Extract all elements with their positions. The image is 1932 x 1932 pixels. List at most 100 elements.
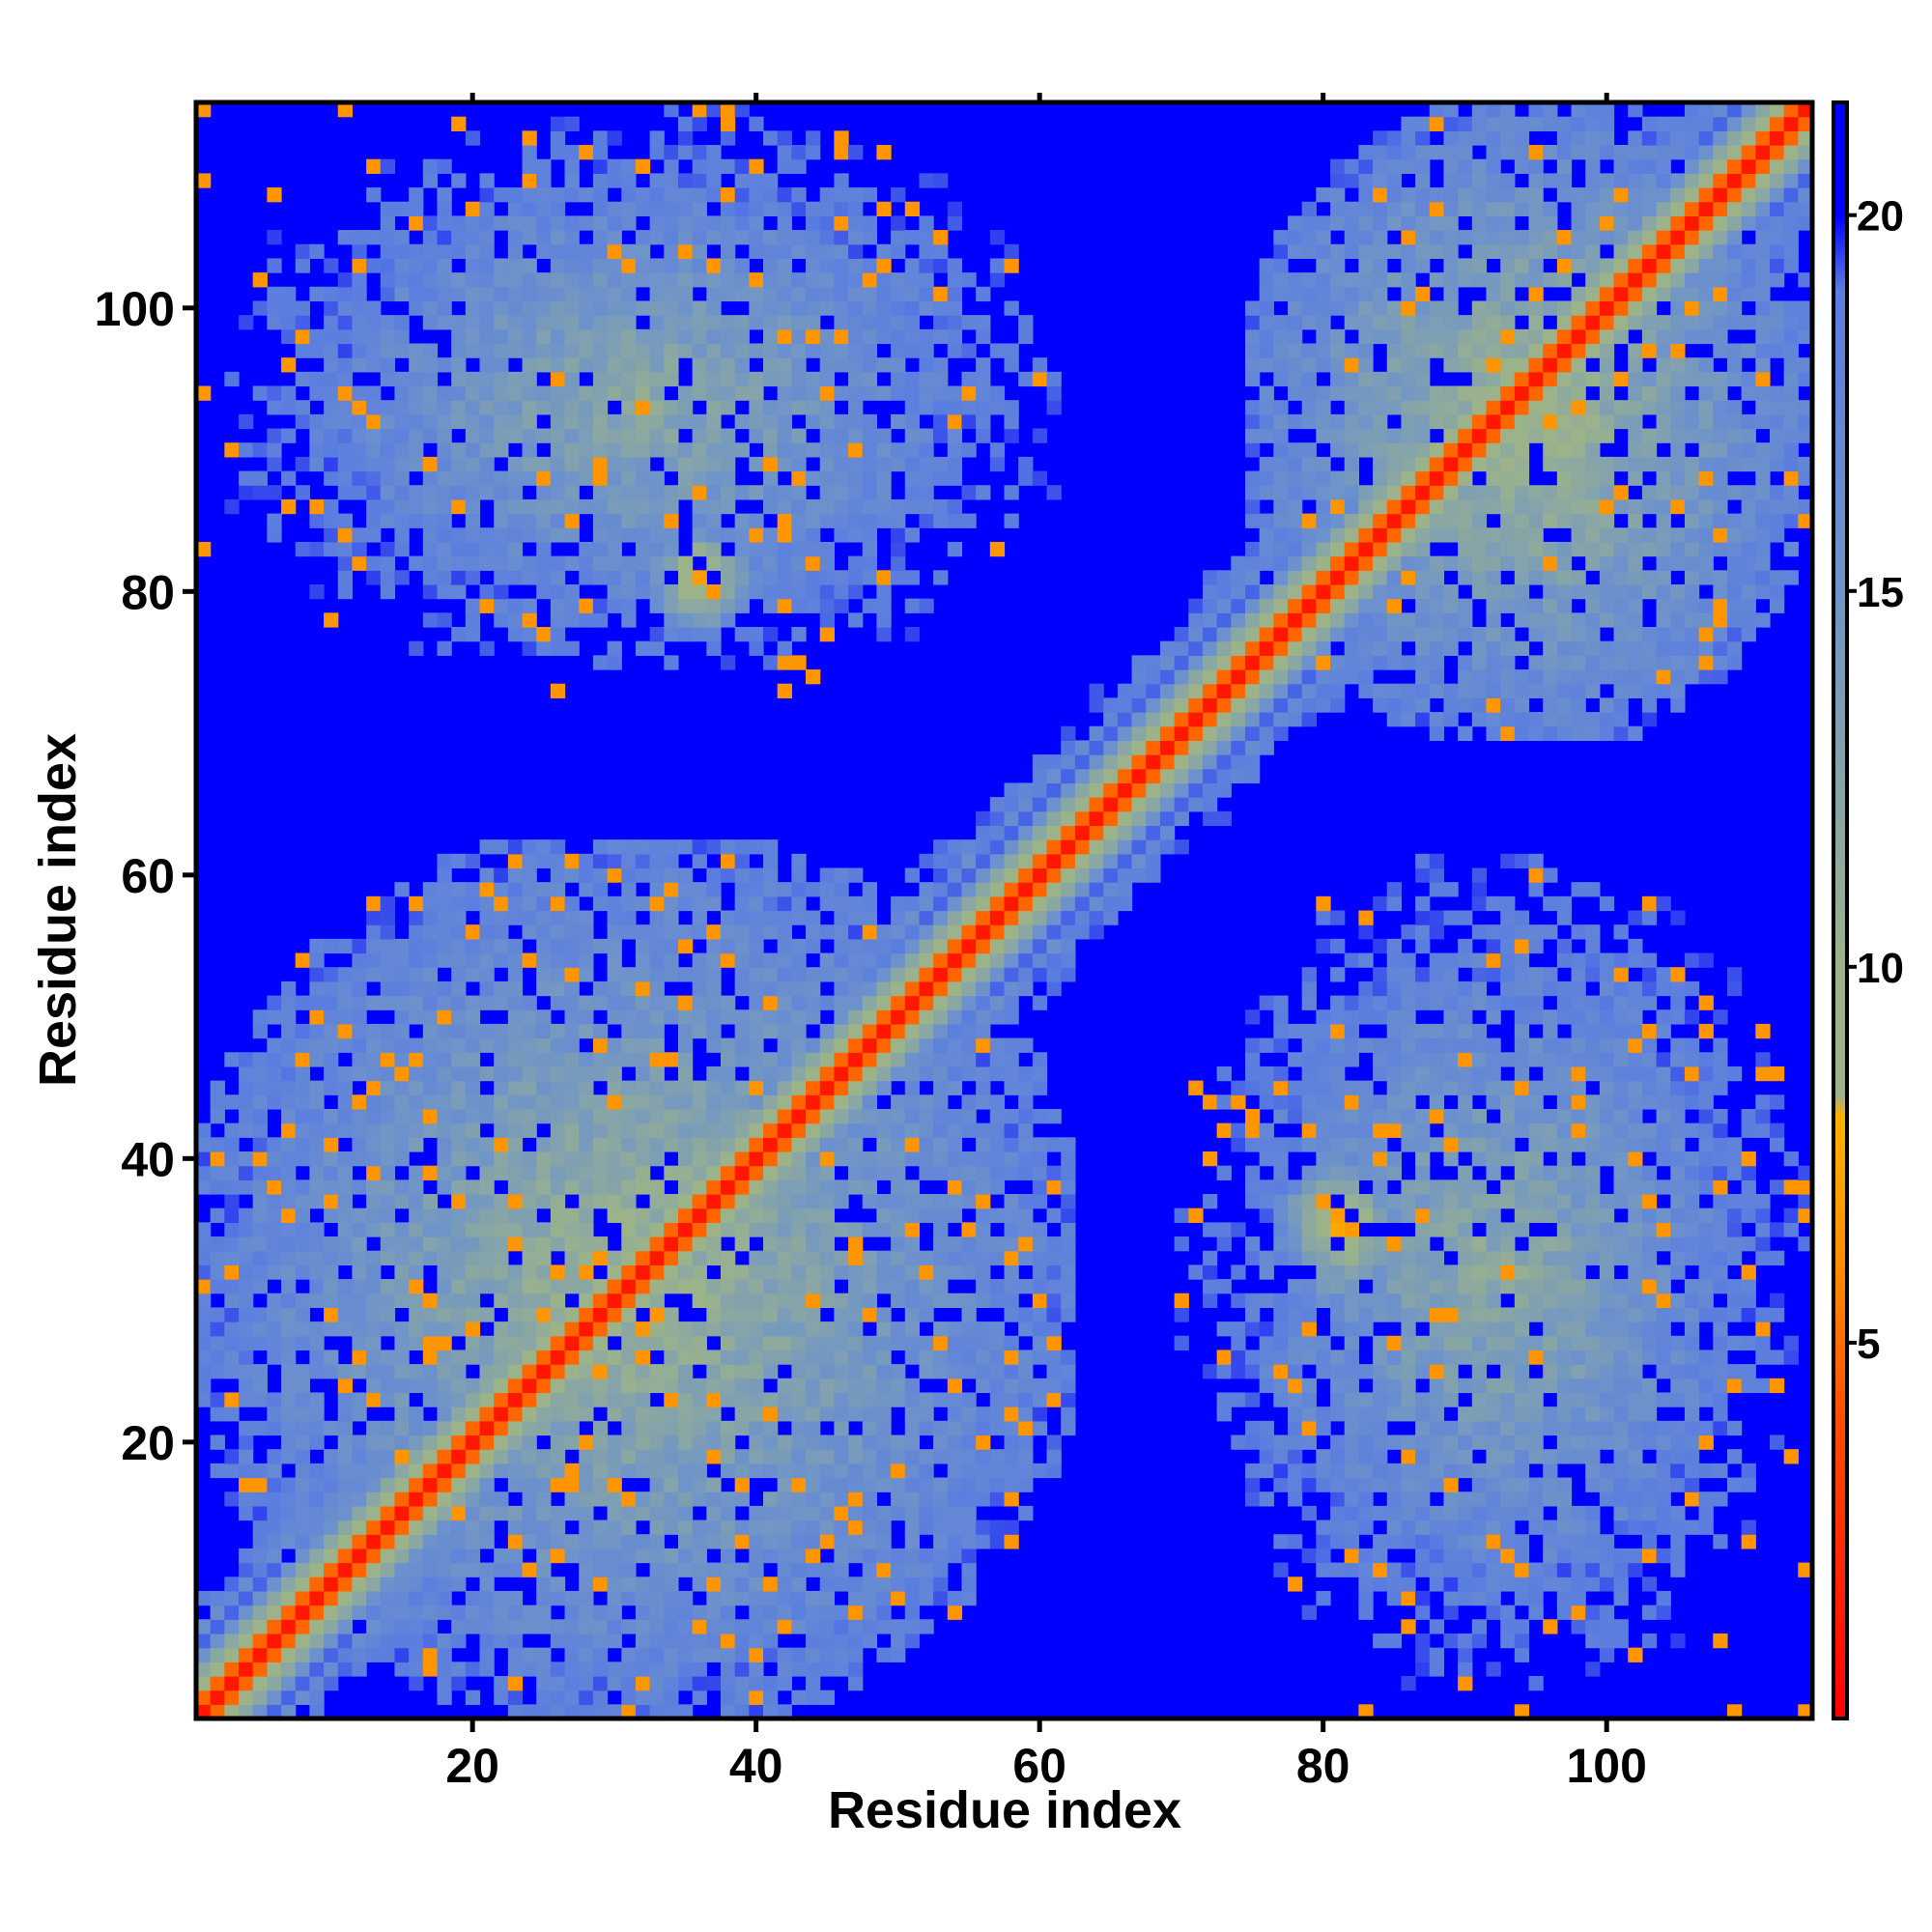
heatmap-cell [1089,882,1104,897]
heatmap-cell [522,1704,537,1719]
heatmap-cell [494,1463,509,1479]
heatmap-cell [706,230,722,245]
heatmap-cell [876,598,892,613]
heatmap-cell [664,1321,679,1337]
heatmap-cell [607,1122,622,1138]
heatmap-cell [479,555,495,571]
heatmap-cell [819,1350,835,1365]
heatmap-cell [734,1520,750,1535]
heatmap-cell [891,1321,906,1337]
heatmap-cell [806,1364,821,1379]
heatmap-cell [692,1279,707,1294]
heatmap-cell [677,938,694,954]
heatmap-cell [706,1675,722,1691]
heatmap-cell [649,470,665,486]
heatmap-cell [621,371,637,387]
heatmap-cell [1018,882,1034,897]
heatmap-cell [607,598,622,613]
heatmap-cell [621,1264,637,1280]
heatmap-cell [862,1477,878,1492]
heatmap-cell [252,1009,268,1025]
heatmap-cell [607,1165,622,1180]
heatmap-cell [437,513,452,528]
heatmap-cell [337,400,354,415]
heatmap-cell [777,357,792,373]
heatmap-cell [437,286,452,302]
heatmap-cell [522,1378,537,1394]
heatmap-cell [281,1378,297,1394]
heatmap-cell [819,1250,835,1265]
heatmap-cell [252,1165,268,1180]
heatmap-cell [806,258,821,273]
heatmap-cell [451,315,467,330]
heatmap-cell [607,1605,622,1620]
heatmap-cell [1032,853,1048,869]
heatmap-cell [366,456,382,472]
heatmap-cell [848,413,864,430]
heatmap-cell [522,456,537,472]
heatmap-cell [1288,1080,1303,1095]
heatmap-cell [692,385,707,401]
heatmap-cell [366,967,382,982]
heatmap-cell [281,1165,297,1180]
heatmap-cell [720,243,736,260]
heatmap-cell [819,612,835,628]
heatmap-cell [862,1577,878,1592]
heatmap-cell [309,1562,325,1577]
heatmap-cell [564,1307,580,1322]
heatmap-cell [1288,1577,1303,1592]
heatmap-cell [465,1279,481,1294]
heatmap-cell [1273,343,1289,358]
heatmap-cell [479,583,495,600]
heatmap-cell [791,995,807,1010]
heatmap-cell [791,400,807,415]
heatmap-cell [819,1137,835,1152]
heatmap-cell [664,300,679,316]
heatmap-cell [550,1065,566,1082]
heatmap-cell [933,1122,949,1138]
heatmap-cell [621,1704,637,1719]
heatmap-cell [579,598,594,613]
heatmap-cell [1288,1350,1303,1365]
heatmap-cell [224,1690,240,1705]
heatmap-cell [664,272,679,288]
heatmap-cell [1131,754,1147,770]
heatmap-cell [1004,995,1019,1010]
heatmap-cell [777,1023,792,1039]
heatmap-cell [876,1647,892,1662]
heatmap-cell [579,1122,594,1138]
heatmap-cell [635,357,651,373]
heatmap-cell [806,371,821,387]
heatmap-cell [1301,712,1317,727]
heatmap-cell [1202,810,1218,827]
heatmap-cell [592,853,609,869]
heatmap-cell [664,187,679,203]
heatmap-cell [281,1647,297,1662]
heatmap-cell [1089,768,1104,784]
heatmap-cell [465,371,481,387]
heatmap-cell [522,1165,537,1180]
heatmap-cell [607,1378,622,1394]
heatmap-cell [267,1307,282,1322]
heatmap-cell [522,1364,537,1379]
heatmap-cell [479,1279,495,1294]
heatmap-cell [677,1548,694,1564]
heatmap-cell [592,1307,609,1322]
heatmap-cell [1004,797,1019,812]
heatmap-cell [720,1335,736,1351]
heatmap-cell [621,1463,637,1479]
heatmap-cell [706,1477,722,1492]
heatmap-cell [465,428,481,443]
heatmap-cell [394,1392,410,1407]
heatmap-cell [337,1435,354,1450]
heatmap-cell [664,428,679,443]
heatmap-cell [522,328,537,345]
heatmap-cell [579,1619,594,1634]
heatmap-cell [621,1108,637,1124]
heatmap-cell [1089,725,1104,741]
heatmap-cell [1061,924,1076,940]
heatmap-cell [677,258,694,273]
heatmap-cell [451,328,467,345]
heatmap-cell [295,1151,311,1167]
heatmap-cell [210,1605,225,1620]
